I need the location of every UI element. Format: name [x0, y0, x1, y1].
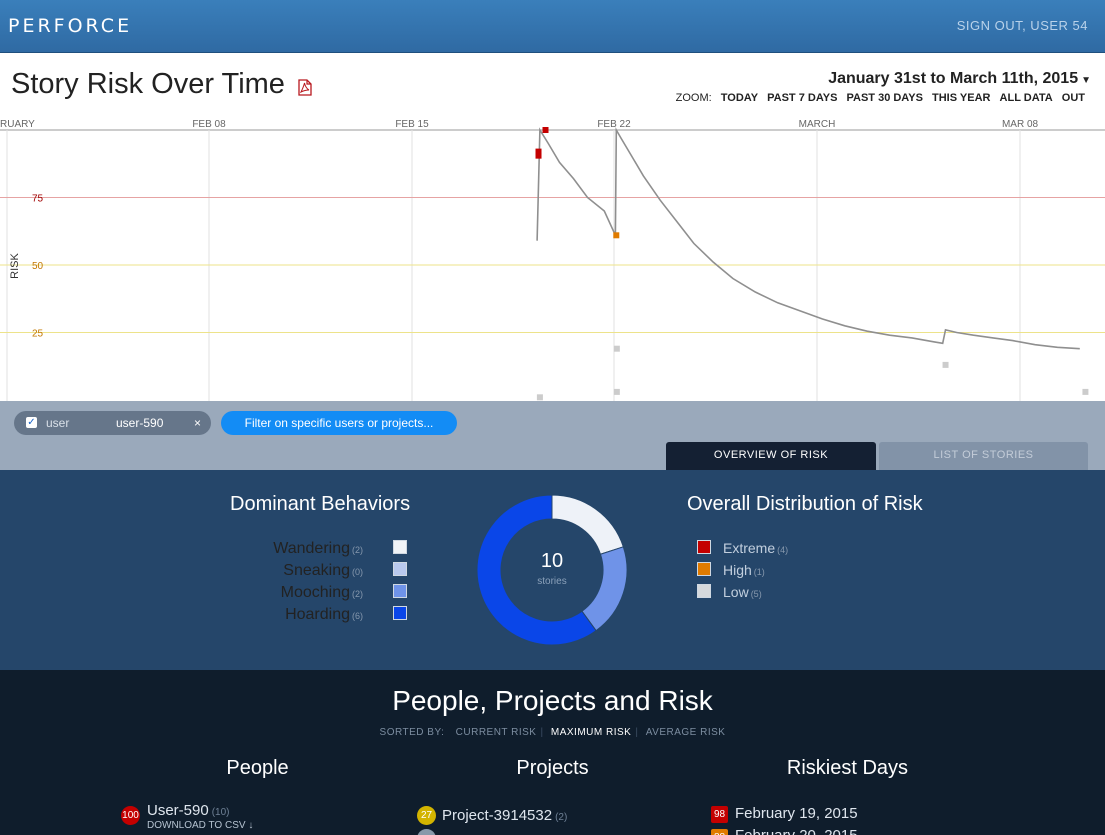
behavior-donut-chart[interactable] — [472, 490, 632, 650]
risk-marker — [613, 232, 620, 239]
donut-segment-hoarding[interactable] — [476, 494, 597, 646]
distribution-label: Low (5) — [723, 584, 762, 600]
behavior-row-wandering: Wandering (2) — [220, 540, 410, 557]
tab-overview-of-risk[interactable]: OVERVIEW OF RISK — [666, 442, 876, 470]
distribution-swatch — [697, 562, 711, 576]
projects-title: Projects — [516, 757, 589, 779]
behavior-swatch — [393, 540, 407, 554]
risk-badge: 88 — [711, 829, 728, 835]
filter-chip[interactable]: ✓ user user-590 × — [14, 411, 211, 435]
behavior-label: Mooching (2) — [280, 584, 363, 601]
zoom-past-30-days[interactable]: PAST 30 DAYS — [846, 92, 923, 104]
risk-series-line — [536, 127, 1080, 350]
distribution-row-high: High (1) — [697, 562, 897, 578]
y-tick-label: 50 — [32, 261, 44, 272]
x-tick-label: RUARY — [0, 119, 35, 130]
riskiest-day-link[interactable]: February 19, 2015 — [735, 805, 858, 822]
y-axis-label: RISK — [9, 253, 21, 279]
people-projects-risk-panel — [0, 670, 1105, 835]
zoom-all-data[interactable]: ALL DATA — [999, 92, 1053, 104]
date-range-dropdown[interactable]: January 31st to March 11th, 2015 ▼ — [828, 70, 1091, 88]
close-icon[interactable]: × — [194, 416, 202, 430]
behavior-label: Wandering (2) — [273, 540, 363, 557]
brand-logo[interactable]: PERFORCE — [8, 15, 133, 37]
distribution-row-low: Low (5) — [697, 584, 897, 600]
date-range-label: January 31st to March 11th, 2015 — [828, 70, 1079, 87]
filter-chip-value: user-590 — [116, 416, 164, 430]
zoom-out[interactable]: OUT — [1061, 92, 1085, 104]
x-tick-label: MAR 08 — [1002, 119, 1039, 130]
risk-marker — [536, 394, 543, 401]
donut-segment-wandering[interactable] — [551, 494, 624, 555]
risk-marker — [613, 345, 620, 352]
behavior-swatch — [393, 584, 407, 598]
people-title: People — [226, 757, 289, 779]
dominant-behaviors-title: Dominant Behaviors — [230, 493, 411, 515]
distribution-swatch — [697, 540, 711, 554]
download-csv-link[interactable]: DOWNLOAD TO CSV ↓ — [147, 820, 254, 831]
top-bar: PERFORCE SIGN OUT, USER 54 — [0, 0, 1105, 53]
risk-marker — [613, 388, 620, 395]
donut-segment-mooching[interactable] — [581, 546, 628, 632]
behavior-swatch — [393, 606, 407, 620]
behavior-row-mooching: Mooching (2) — [220, 584, 410, 601]
risk-marker — [942, 361, 949, 368]
behavior-label: Sneaking (0) — [283, 562, 363, 579]
behavior-swatch — [393, 562, 407, 576]
donut-total: 10 — [540, 550, 564, 572]
ppr-title: People, Projects and Risk — [392, 685, 713, 716]
distribution-swatch — [697, 584, 711, 598]
y-tick-label: 25 — [32, 329, 44, 340]
zoom-past-7-days[interactable]: PAST 7 DAYS — [767, 92, 838, 104]
filter-chip-key: user — [46, 416, 70, 430]
risk-badge: 100 — [121, 806, 140, 825]
zoom-today[interactable]: TODAY — [720, 92, 759, 104]
distribution-label: Extreme (4) — [723, 540, 789, 556]
page-title: Story Risk Over Time — [11, 68, 285, 100]
sign-out-link[interactable]: SIGN OUT, USER 54 — [956, 18, 1088, 33]
distribution-row-extreme: Extreme (4) — [697, 540, 897, 556]
project-link[interactable]: Project-3914532 (2) — [442, 807, 568, 824]
x-tick-label: FEB 15 — [395, 119, 429, 130]
risk-chart-svg: RUARY FEB 08 FEB 15 FEB 22 MARCH MAR 08 25 50 75… — [0, 119, 1105, 401]
sort-maximum-risk[interactable]: MAXIMUM RISK — [550, 727, 632, 738]
risk-chart[interactable]: RUARY FEB 08 FEB 15 FEB 22 MARCH MAR 08 25 50 75… — [0, 116, 1105, 401]
risk-distribution-title: Overall Distribution of Risk — [687, 493, 923, 515]
filter-users-projects-button[interactable]: Filter on specific users or projects... — [221, 411, 457, 435]
zoom-label: ZOOM: — [675, 92, 712, 104]
donut-label: stories — [537, 576, 567, 587]
risk-badge — [417, 829, 436, 835]
sort-average-risk[interactable]: AVERAGE RISK — [645, 727, 726, 738]
riskiest-days-title: Riskiest Days — [786, 757, 909, 779]
risk-badge: 27 — [417, 806, 436, 825]
person-link[interactable]: User-590 (10) — [147, 802, 230, 819]
risk-marker — [535, 152, 542, 159]
riskiest-day-link[interactable]: February 20, 2015 — [735, 827, 858, 835]
risk-marker — [1082, 388, 1089, 395]
checkbox-icon[interactable]: ✓ — [26, 417, 37, 428]
zoom-controls: ZOOM: TODAY PAST 7 DAYS PAST 30 DAYS THI… — [676, 92, 1085, 104]
sort-options: SORTED BY: CURRENT RISK | MAXIMUM RISK | A… — [379, 727, 726, 738]
distribution-label: High (1) — [723, 562, 765, 578]
behavior-label: Hoarding (6) — [285, 606, 363, 623]
x-tick-label: FEB 08 — [192, 119, 226, 130]
zoom-this-year[interactable]: THIS YEAR — [931, 92, 991, 104]
pdf-export-icon[interactable] — [297, 79, 313, 96]
behavior-row-hoarding: Hoarding (6) — [220, 606, 410, 623]
sort-current-risk[interactable]: CURRENT RISK — [455, 727, 537, 738]
risk-marker — [535, 148, 542, 155]
y-tick-label: 75 — [32, 194, 44, 205]
x-tick-label: FEB 22 — [597, 119, 631, 130]
risk-marker — [542, 127, 549, 133]
x-tick-label: MARCH — [799, 119, 836, 130]
tab-list-of-stories[interactable]: LIST OF STORIES — [879, 442, 1088, 470]
chevron-down-icon: ▼ — [1081, 75, 1091, 86]
behavior-row-sneaking: Sneaking (0) — [220, 562, 410, 579]
risk-badge: 98 — [711, 806, 728, 823]
sort-label: SORTED BY: — [379, 727, 445, 738]
